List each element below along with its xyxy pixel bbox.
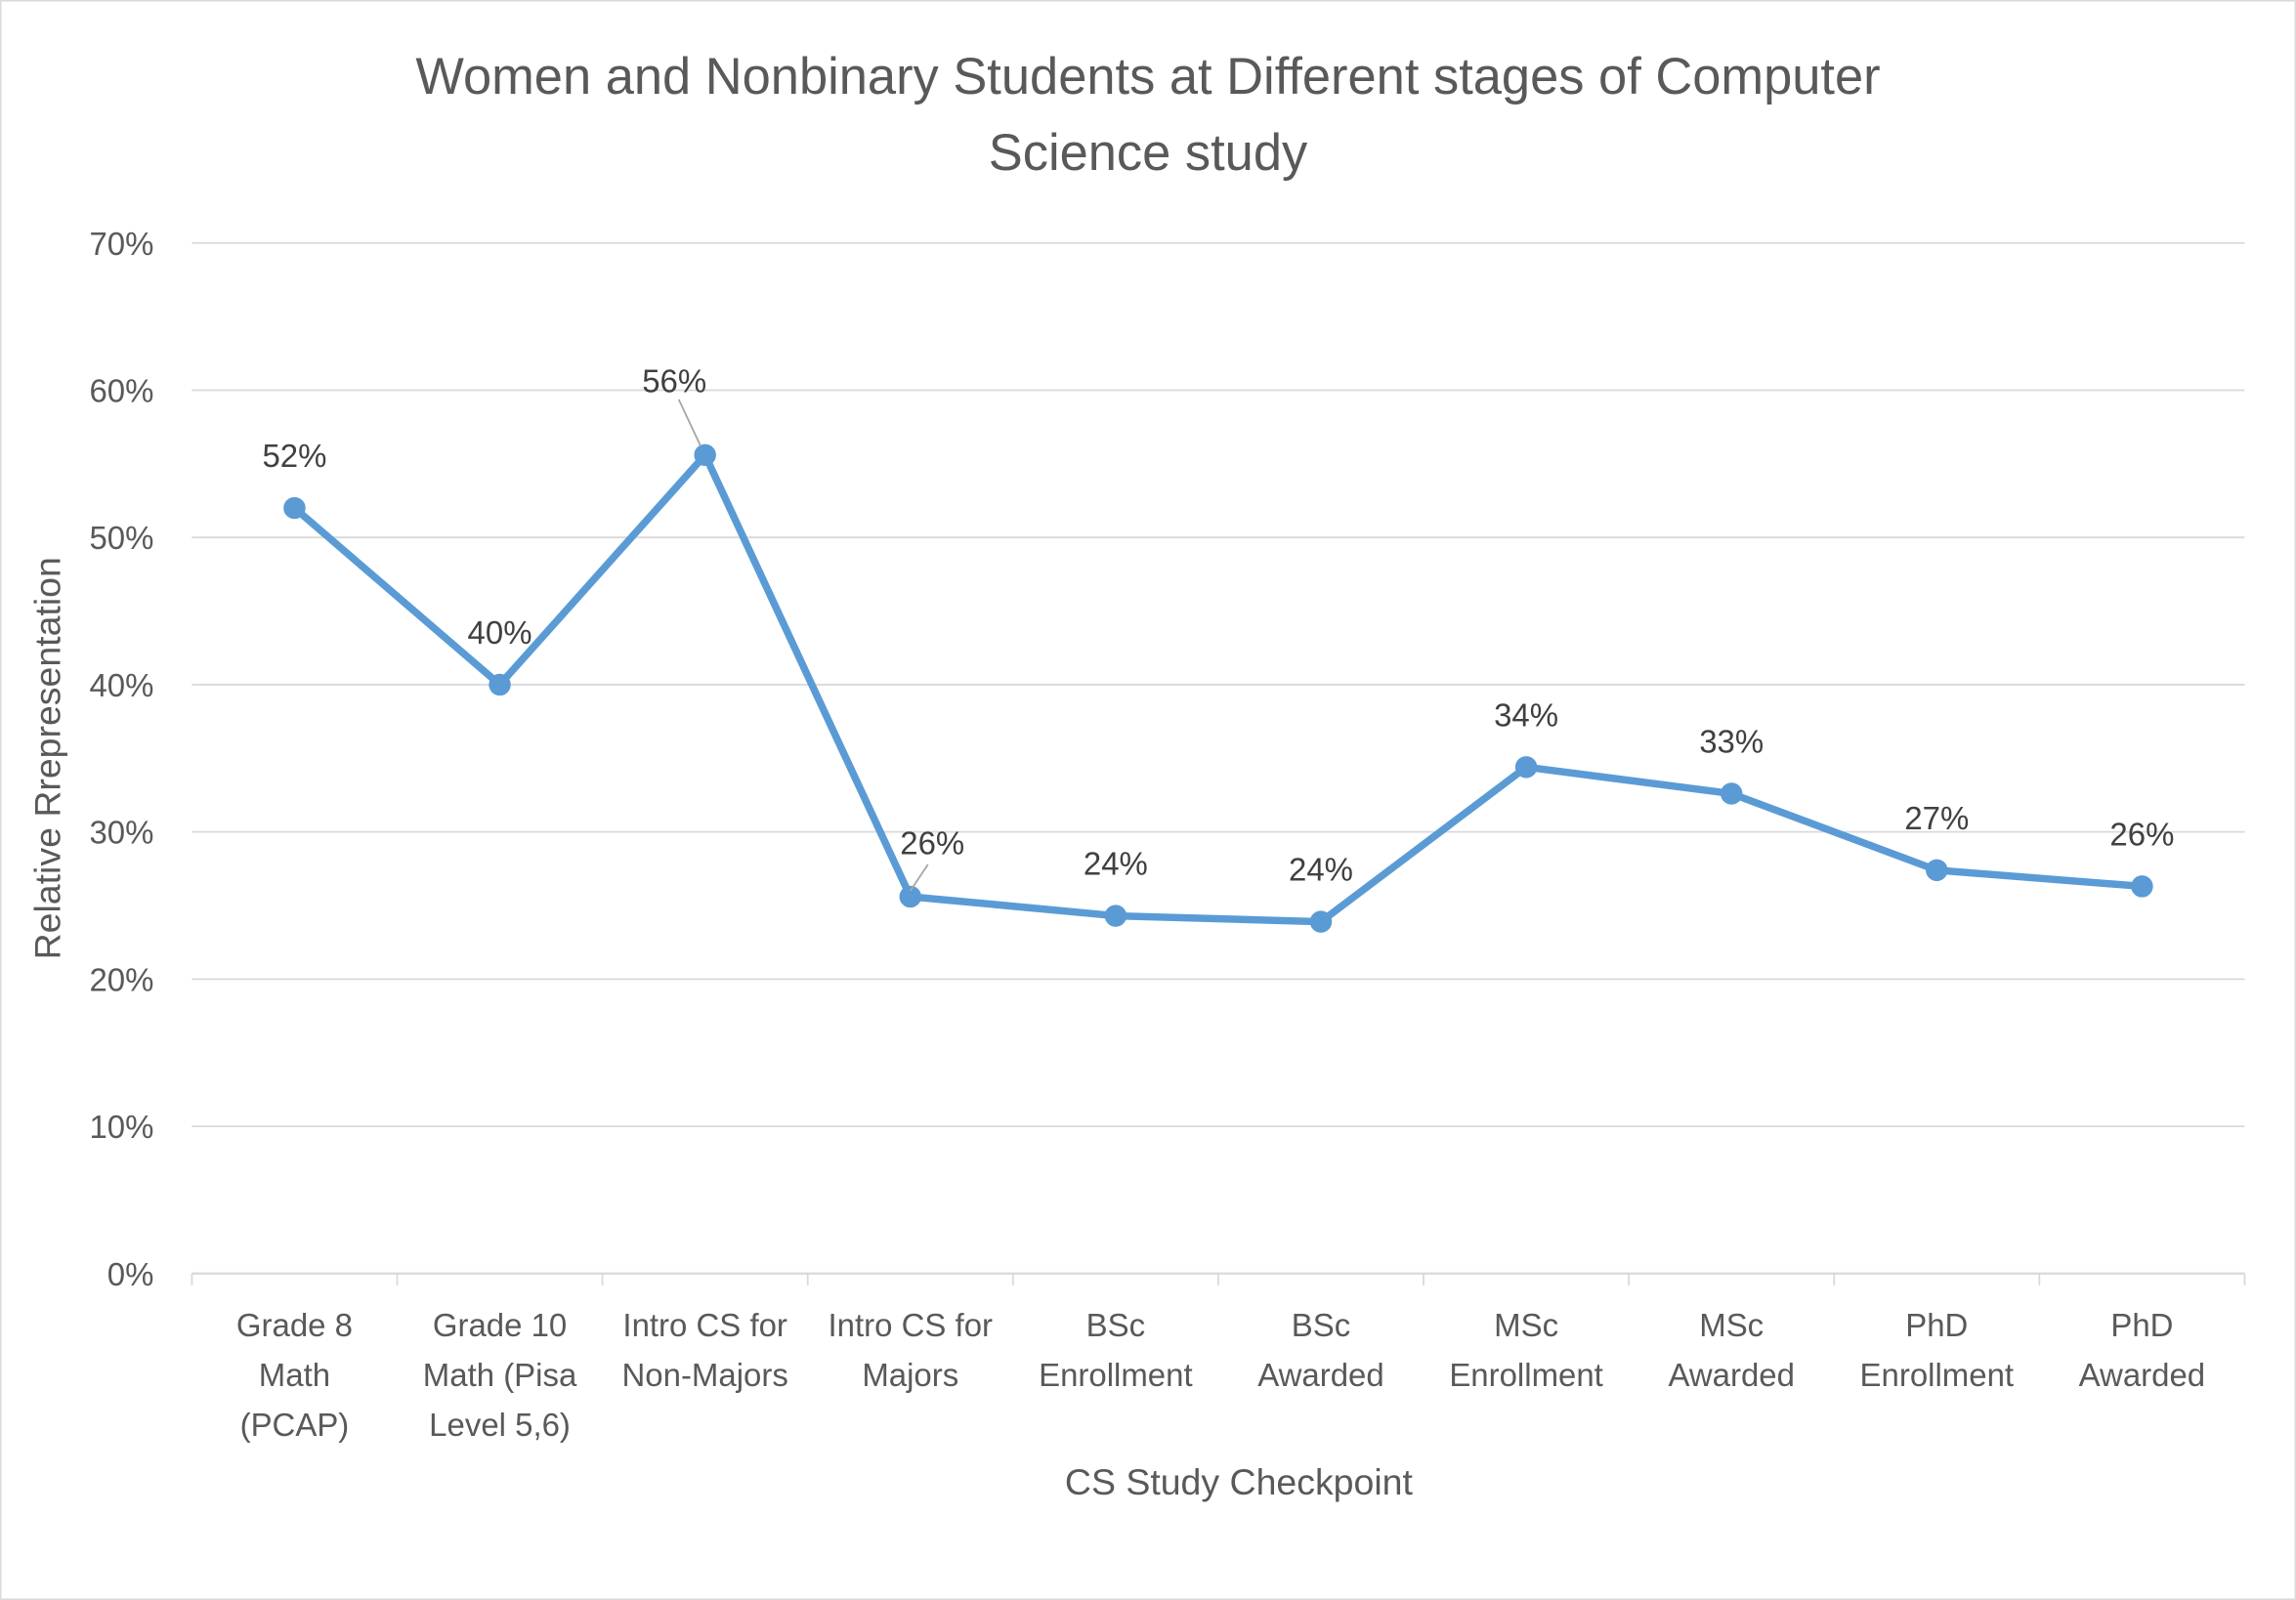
x-tick-label-line: Level 5,6) xyxy=(429,1407,571,1443)
y-axis-title: Relative Rrepresentation xyxy=(27,557,68,959)
y-tick-label: 10% xyxy=(89,1109,153,1145)
data-label: 40% xyxy=(468,614,532,651)
data-labels: 52% 40% 56% 26% 24% 24% 34% 33% 27% 26% xyxy=(262,362,2174,892)
x-tick-label-line: BSc xyxy=(1292,1307,1350,1343)
x-tick-label: PhD Awarded xyxy=(2079,1307,2205,1393)
chart-title-line-2: Science study xyxy=(989,125,1308,182)
data-label: 27% xyxy=(1904,800,1969,836)
x-tick-label-line: Awarded xyxy=(1257,1357,1383,1393)
x-tick-label-line: Math xyxy=(259,1357,330,1393)
x-tick-label-line: BSc xyxy=(1086,1307,1145,1343)
x-tick-label-line: Non-Majors xyxy=(622,1357,788,1393)
data-point-marker xyxy=(283,496,306,520)
x-tick-label: Grade 10 Math (Pisa Level 5,6) xyxy=(423,1307,577,1443)
data-point-marker xyxy=(1514,756,1538,779)
x-tick-label-line: (PCAP) xyxy=(240,1407,350,1443)
x-tick-label: BSc Enrollment xyxy=(1039,1307,1193,1393)
y-tick-label: 70% xyxy=(89,226,153,262)
x-tick-label-line: Enrollment xyxy=(1039,1357,1193,1393)
x-tick-label: Intro CS for Non-Majors xyxy=(622,1307,788,1393)
y-tick-label: 40% xyxy=(89,667,153,703)
y-tick-label: 20% xyxy=(89,961,153,997)
x-tick-label-line: Awarded xyxy=(2079,1357,2205,1393)
data-point-marker xyxy=(1926,859,1948,882)
data-label: 52% xyxy=(262,438,326,474)
data-label: 26% xyxy=(900,825,964,862)
x-tick-label-line: Enrollment xyxy=(1449,1357,1603,1393)
x-tick-label-line: PhD xyxy=(2110,1307,2173,1343)
data-label: 33% xyxy=(1699,724,1764,760)
data-point-marker xyxy=(2131,875,2153,898)
x-tick-label-line: Enrollment xyxy=(1860,1357,2015,1393)
y-tick-label: 60% xyxy=(89,372,153,408)
x-tick-label: Grade 8 Math (PCAP) xyxy=(236,1307,353,1443)
x-tick-label: PhD Enrollment xyxy=(1860,1307,2015,1393)
data-label: 24% xyxy=(1289,852,1353,888)
x-axis-title: CS Study Checkpoint xyxy=(1065,1461,1414,1502)
y-tick-label: 50% xyxy=(89,520,153,556)
x-tick-label-line: Grade 8 xyxy=(236,1307,353,1343)
x-tick-label-line: Grade 10 xyxy=(433,1307,567,1343)
data-point-marker xyxy=(1309,910,1333,933)
chart-title-line-1: Women and Nonbinary Students at Differen… xyxy=(415,49,1880,105)
data-label-leader-line xyxy=(910,863,929,892)
data-point-marker xyxy=(489,673,511,696)
x-tick-label-line: Intro CS for xyxy=(622,1307,787,1343)
y-tick-label: 0% xyxy=(107,1256,154,1292)
x-tick-label-line: Awarded xyxy=(1668,1357,1794,1393)
y-tick-label: 30% xyxy=(89,815,153,851)
x-tick-label: Intro CS for Majors xyxy=(829,1307,994,1393)
data-label: 56% xyxy=(642,362,706,399)
y-axis-ticks: 0% 10% 20% 30% 40% 50% 60% 70% xyxy=(89,226,153,1292)
data-point-marker xyxy=(1720,782,1743,805)
data-point-marker xyxy=(1104,905,1127,927)
x-tick-label: BSc Awarded xyxy=(1257,1307,1383,1393)
data-point-marker xyxy=(694,443,716,467)
series-line-path xyxy=(292,451,2143,926)
data-label: 26% xyxy=(2109,816,2174,852)
data-label-leader-line xyxy=(677,399,702,447)
x-tick-label: MSc Enrollment xyxy=(1449,1307,1603,1393)
x-tick-label-line: Majors xyxy=(862,1357,958,1393)
data-label: 24% xyxy=(1084,846,1148,882)
x-tick-label-line: MSc xyxy=(1494,1307,1558,1343)
series-line xyxy=(283,443,2153,933)
x-tick-label-line: MSc xyxy=(1699,1307,1764,1343)
x-tick-label: MSc Awarded xyxy=(1668,1307,1794,1393)
data-label: 34% xyxy=(1494,696,1558,733)
x-tick-label-line: Math (Pisa xyxy=(423,1357,577,1393)
gridlines xyxy=(191,241,2245,1275)
x-axis: Grade 8 Math (PCAP) Grade 10 Math (Pisa Level… xyxy=(191,1273,2246,1443)
data-point-marker xyxy=(899,885,922,908)
x-tick-label-line: Intro CS for xyxy=(829,1307,994,1343)
x-tick-label-line: PhD xyxy=(1905,1307,1968,1343)
